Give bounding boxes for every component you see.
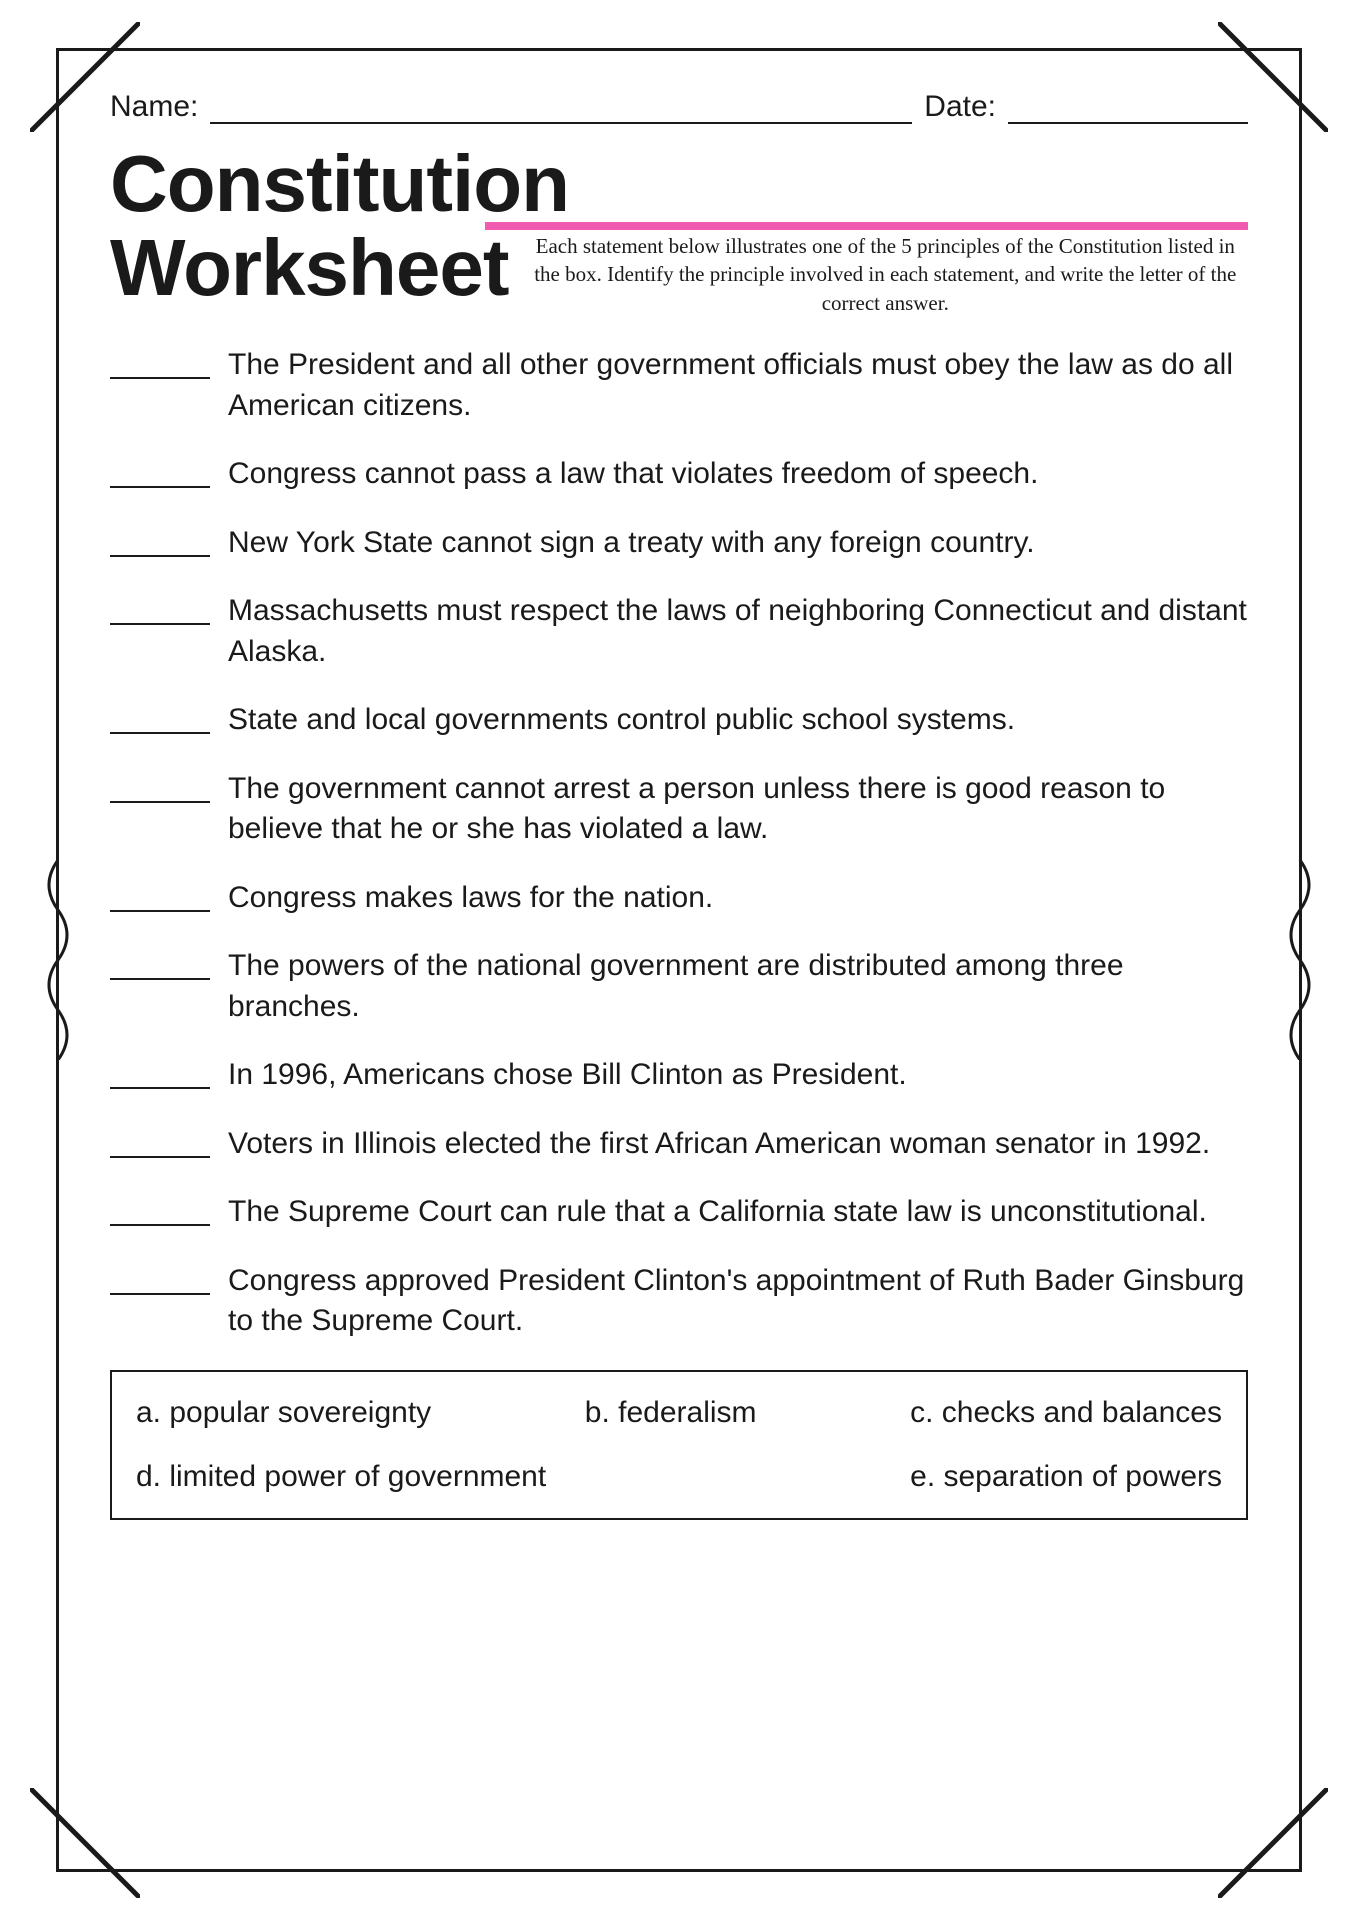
name-label: Name:	[110, 90, 198, 124]
header-fields: Name: Date:	[110, 90, 1248, 124]
answer-blank[interactable]	[110, 704, 210, 734]
question-item: Congress approved President Clinton's ap…	[110, 1261, 1248, 1342]
question-item: In 1996, Americans chose Bill Clinton as…	[110, 1055, 1248, 1096]
question-item: The President and all other government o…	[110, 345, 1248, 426]
question-item: Congress cannot pass a law that violates…	[110, 454, 1248, 495]
answer-option-c: c. checks and balances	[910, 1396, 1222, 1430]
answer-option-d: d. limited power of government	[136, 1460, 546, 1494]
name-field-line[interactable]	[210, 96, 912, 124]
question-text: Congress approved President Clinton's ap…	[228, 1261, 1248, 1342]
answer-option-b: b. federalism	[585, 1396, 757, 1430]
answer-blank[interactable]	[110, 595, 210, 625]
answer-option-a: a. popular sovereignty	[136, 1396, 431, 1430]
answer-blank[interactable]	[110, 458, 210, 488]
question-text: The Supreme Court can rule that a Califo…	[228, 1192, 1248, 1233]
answer-option-e: e. separation of powers	[910, 1460, 1222, 1494]
answer-options-box: a. popular sovereignty b. federalism c. …	[110, 1370, 1248, 1520]
question-text: Voters in Illinois elected the first Afr…	[228, 1124, 1248, 1165]
question-text: Congress makes laws for the nation.	[228, 878, 1248, 919]
question-item: The Supreme Court can rule that a Califo…	[110, 1192, 1248, 1233]
title-line2: Worksheet	[110, 226, 509, 310]
question-item: Congress makes laws for the nation.	[110, 878, 1248, 919]
question-item: The government cannot arrest a person un…	[110, 769, 1248, 850]
question-text: The powers of the national government ar…	[228, 946, 1248, 1027]
side-squiggle-left	[38, 860, 78, 1060]
answer-blank[interactable]	[110, 527, 210, 557]
date-field-line[interactable]	[1008, 96, 1248, 124]
answer-blank[interactable]	[110, 882, 210, 912]
answer-blank[interactable]	[110, 1128, 210, 1158]
question-text: In 1996, Americans chose Bill Clinton as…	[228, 1055, 1248, 1096]
answer-blank[interactable]	[110, 950, 210, 980]
question-text: State and local governments control publ…	[228, 700, 1248, 741]
question-item: The powers of the national government ar…	[110, 946, 1248, 1027]
title-line1: Constitution	[110, 142, 1248, 226]
answer-blank[interactable]	[110, 349, 210, 379]
question-item: Voters in Illinois elected the first Afr…	[110, 1124, 1248, 1165]
pink-accent-bar	[485, 222, 1248, 230]
content-area: Name: Date: Constitution Worksheet Each …	[110, 90, 1248, 1830]
date-label: Date:	[924, 90, 996, 124]
side-squiggle-right	[1280, 860, 1320, 1060]
answer-blank[interactable]	[110, 1196, 210, 1226]
questions-list: The President and all other government o…	[110, 345, 1248, 1342]
question-text: New York State cannot sign a treaty with…	[228, 523, 1248, 564]
question-item: State and local governments control publ…	[110, 700, 1248, 741]
question-item: Massachusetts must respect the laws of n…	[110, 591, 1248, 672]
answer-blank[interactable]	[110, 773, 210, 803]
question-text: Massachusetts must respect the laws of n…	[228, 591, 1248, 672]
title-block: Constitution Worksheet Each statement be…	[110, 142, 1248, 317]
answer-blank[interactable]	[110, 1059, 210, 1089]
answer-blank[interactable]	[110, 1265, 210, 1295]
question-text: Congress cannot pass a law that violates…	[228, 454, 1248, 495]
question-text: The government cannot arrest a person un…	[228, 769, 1248, 850]
question-text: The President and all other government o…	[228, 345, 1248, 426]
question-item: New York State cannot sign a treaty with…	[110, 523, 1248, 564]
instructions-text: Each statement below illustrates one of …	[523, 226, 1248, 317]
